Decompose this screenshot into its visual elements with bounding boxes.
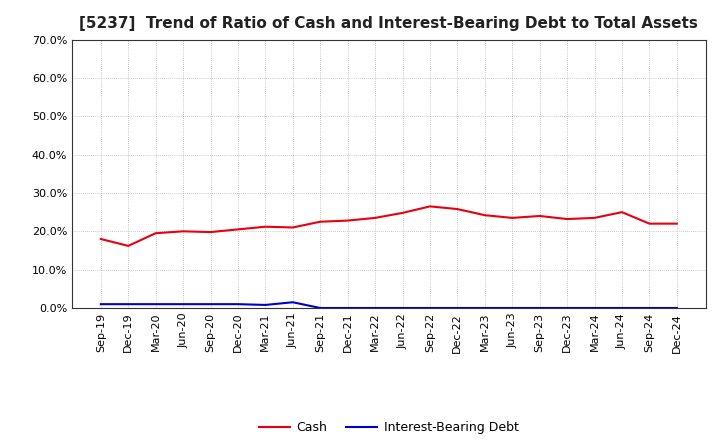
Cash (233, 227, 242, 232)
Interest-Bearing Debt (453, 305, 462, 311)
Cash (536, 213, 544, 219)
Interest-Bearing Debt (645, 305, 654, 311)
Interest-Bearing Debt (261, 302, 270, 308)
Interest-Bearing Debt (426, 305, 434, 311)
Interest-Bearing Debt (536, 305, 544, 311)
Interest-Bearing Debt (151, 301, 160, 307)
Interest-Bearing Debt (563, 305, 572, 311)
Interest-Bearing Debt (233, 301, 242, 307)
Interest-Bearing Debt (508, 305, 516, 311)
Interest-Bearing Debt (590, 305, 599, 311)
Legend: Cash, Interest-Bearing Debt: Cash, Interest-Bearing Debt (254, 416, 523, 439)
Cash (590, 215, 599, 220)
Line: Cash: Cash (101, 206, 677, 246)
Cash (426, 204, 434, 209)
Title: [5237]  Trend of Ratio of Cash and Interest-Bearing Debt to Total Assets: [5237] Trend of Ratio of Cash and Intere… (79, 16, 698, 32)
Cash (151, 231, 160, 236)
Cash (124, 243, 132, 249)
Cash (508, 215, 516, 220)
Cash (453, 206, 462, 212)
Cash (96, 236, 105, 242)
Line: Interest-Bearing Debt: Interest-Bearing Debt (101, 302, 677, 308)
Interest-Bearing Debt (316, 305, 325, 311)
Cash (289, 225, 297, 230)
Interest-Bearing Debt (289, 300, 297, 305)
Cash (618, 209, 626, 215)
Cash (480, 213, 489, 218)
Interest-Bearing Debt (398, 305, 407, 311)
Cash (371, 215, 379, 220)
Interest-Bearing Debt (206, 301, 215, 307)
Cash (672, 221, 681, 226)
Cash (316, 219, 325, 224)
Cash (261, 224, 270, 229)
Interest-Bearing Debt (179, 301, 187, 307)
Interest-Bearing Debt (672, 305, 681, 311)
Cash (179, 229, 187, 234)
Interest-Bearing Debt (96, 301, 105, 307)
Cash (398, 210, 407, 216)
Cash (645, 221, 654, 226)
Cash (563, 216, 572, 222)
Cash (343, 218, 352, 223)
Cash (206, 229, 215, 235)
Interest-Bearing Debt (618, 305, 626, 311)
Interest-Bearing Debt (124, 301, 132, 307)
Interest-Bearing Debt (371, 305, 379, 311)
Interest-Bearing Debt (480, 305, 489, 311)
Interest-Bearing Debt (343, 305, 352, 311)
